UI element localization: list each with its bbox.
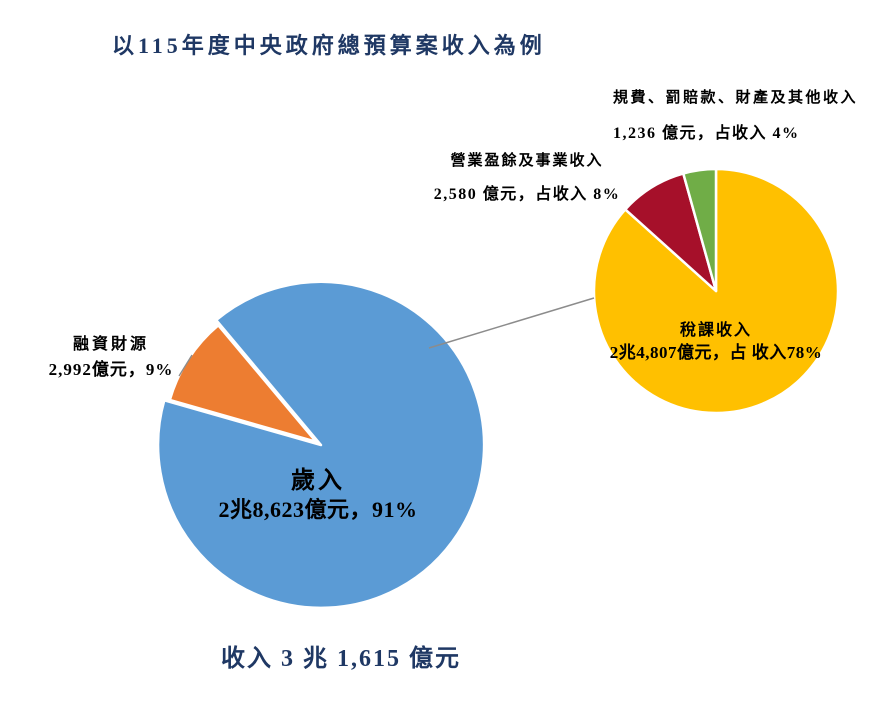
financing-label-name: 融資財源 bbox=[72, 336, 149, 353]
pie-slice-fees-other bbox=[682, 167, 718, 293]
total-revenue-caption: 收入 3 兆 1,615 億元 bbox=[221, 646, 461, 672]
main-pie bbox=[156, 280, 486, 610]
tax-revenue-label-detail: 2兆4,807億元，占 收入78% bbox=[609, 343, 823, 362]
financing-label-leader-line bbox=[178, 354, 193, 377]
annual-revenue-label-detail: 2兆8,623億元，91% bbox=[218, 497, 418, 522]
pie-slice-revenue bbox=[156, 280, 486, 610]
enterprise-surplus-label-detail: 2,580 億元，占收入 8% bbox=[433, 186, 621, 203]
fees-other-label-name: 規費、罰賠款、財產及其他收入 bbox=[613, 90, 859, 106]
chart-title: 以115年度中央政府總預算案收入為例 bbox=[112, 33, 546, 58]
fees-other-label-detail: 1,236 億元，占收入 4% bbox=[613, 125, 800, 142]
pie-slice-tax bbox=[592, 167, 840, 415]
series-connector-line bbox=[428, 297, 595, 349]
enterprise-surplus-label-name: 營業盈餘及事業收入 bbox=[450, 153, 604, 169]
annual-revenue-label-name: 歲入 bbox=[291, 468, 345, 494]
pie-slice-financing bbox=[168, 324, 318, 443]
tax-revenue-label-name: 稅課收入 bbox=[679, 322, 752, 339]
secondary-pie bbox=[592, 167, 840, 415]
financing-label-detail: 2,992億元，9% bbox=[48, 360, 174, 379]
